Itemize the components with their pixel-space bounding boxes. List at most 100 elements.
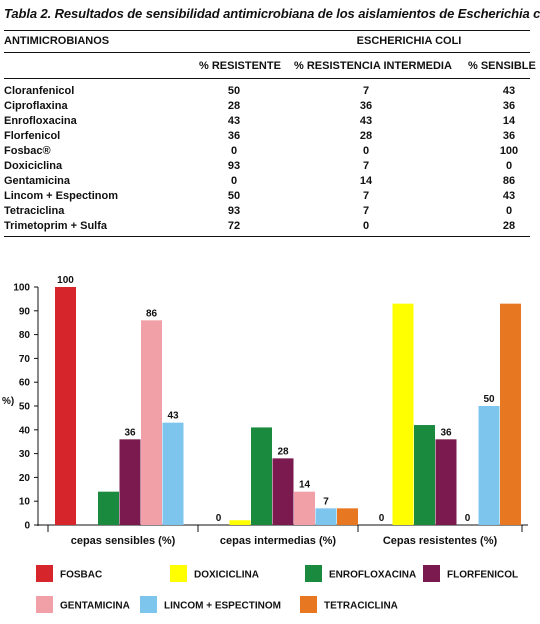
table-title: Tabla 2. Resultados de sensibilidad anti…: [4, 6, 540, 21]
legend-label: FOSBAC: [60, 570, 102, 581]
legend-swatch: [423, 565, 440, 582]
table-row: Tetraciclina 93 7 0: [4, 204, 530, 219]
cell-resistente: 50: [227, 85, 241, 97]
x-category-label: Cepas resistentes (%): [383, 535, 498, 547]
cell-resistente: 93: [227, 205, 241, 217]
cell-resistente: 43: [227, 115, 241, 127]
bar-gentamicina: [294, 491, 315, 525]
y-tick-label: 80: [19, 330, 31, 341]
data-label: 50: [483, 394, 495, 405]
table-top-rule: [4, 30, 530, 31]
y-tick-label: 0: [24, 521, 30, 532]
legend-label: FLORFENICOL: [447, 570, 518, 581]
legend-swatch: [140, 596, 157, 613]
cell-antimicrobiano: Cloranfenicol: [4, 85, 75, 97]
cell-sensible: 36: [502, 100, 516, 112]
header-antimicrobianos: ANTIMICROBIANOS: [4, 35, 110, 47]
cell-antimicrobiano: Ciproflaxina: [4, 100, 68, 112]
table-row: Ciproflaxina 28 36 36: [4, 99, 530, 114]
cell-intermedia: 14: [359, 175, 373, 187]
data-label: 0: [465, 513, 471, 524]
table-row: Enrofloxacina 43 43 14: [4, 114, 530, 129]
y-tick-label: 70: [19, 354, 31, 365]
bar-lincom-espectinom: [315, 508, 337, 525]
column-header-intermedia: % RESISTENCIA INTERMEDIA: [294, 60, 452, 72]
cell-sensible: 0: [505, 160, 513, 172]
cell-sensible: 0: [505, 205, 513, 217]
cell-antimicrobiano: Lincom + Espectinom: [4, 190, 118, 202]
legend-swatch: [170, 565, 187, 582]
table-column-headers: % RESISTENTE % RESISTENCIA INTERMEDIA % …: [4, 60, 536, 76]
cell-intermedia: 0: [362, 145, 370, 157]
cell-antimicrobiano: Doxiciclina: [4, 160, 63, 172]
bar-lincom-espectinom: [478, 406, 500, 525]
cell-sensible: 14: [502, 115, 516, 127]
bar-gentamicina: [141, 320, 162, 525]
cell-sensible: 28: [502, 220, 516, 232]
data-label: 43: [167, 411, 179, 422]
cell-resistente: 93: [227, 160, 241, 172]
bar-florfenicol: [272, 458, 294, 525]
legend-label: LINCOM + ESPECTINOM: [164, 601, 281, 612]
bar-doxiciclina: [229, 520, 251, 525]
cell-antimicrobiano: Fosbac®: [4, 145, 51, 157]
y-tick-label: 10: [19, 497, 31, 508]
cell-intermedia: 7: [362, 205, 370, 217]
table-row: Gentamicina 0 14 86: [4, 174, 530, 189]
cell-intermedia: 36: [359, 100, 373, 112]
bar-tetraciclina: [500, 303, 521, 525]
cell-resistente: 0: [230, 145, 238, 157]
cell-sensible: 43: [502, 190, 516, 202]
table-header-group: ANTIMICROBIANOS ESCHERICHIA COLI: [4, 35, 530, 51]
table-row: Trimetoprim + Sulfa 72 0 28: [4, 219, 530, 234]
cell-resistente: 50: [227, 190, 241, 202]
table-row: Fosbac® 0 0 100: [4, 144, 530, 159]
legend-label: DOXICICLINA: [194, 570, 259, 581]
data-label: 7: [323, 496, 329, 507]
y-axis-label: %): [2, 396, 14, 407]
table-row: Lincom + Espectinom 50 7 43: [4, 189, 530, 204]
table-row: Florfenicol 36 28 36: [4, 129, 530, 144]
legend-swatch: [36, 596, 53, 613]
data-label: 28: [277, 446, 289, 457]
legend-swatch: [305, 565, 322, 582]
bar-doxiciclina: [392, 303, 414, 525]
y-tick-label: 40: [19, 425, 31, 436]
legend-label: ENROFLOXACINA: [329, 570, 416, 581]
table-row: Cloranfenicol 50 7 43: [4, 84, 530, 99]
legend-label: TETRACICLINA: [324, 601, 398, 612]
y-tick-label: 50: [19, 402, 31, 413]
legend-swatch: [36, 565, 53, 582]
cell-intermedia: 43: [359, 115, 373, 127]
cell-resistente: 0: [230, 175, 238, 187]
table-header-rule: [4, 78, 530, 79]
table-body: Cloranfenicol 50 7 43 Ciproflaxina 28 36…: [4, 84, 530, 234]
bar-florfenicol: [435, 439, 457, 525]
data-label: 36: [124, 427, 136, 438]
cell-sensible: 43: [502, 85, 516, 97]
cell-resistente: 36: [227, 130, 241, 142]
cell-sensible: 86: [502, 175, 516, 187]
x-category-label: cepas intermedias (%): [220, 535, 336, 547]
cell-intermedia: 0: [362, 220, 370, 232]
cell-antimicrobiano: Gentamicina: [4, 175, 71, 187]
y-tick-label: 60: [19, 378, 31, 389]
column-header-sensible: % SENSIBLE: [468, 60, 536, 72]
cell-antimicrobiano: Enrofloxacina: [4, 115, 77, 127]
y-tick-label: 20: [19, 473, 31, 484]
cell-intermedia: 7: [362, 160, 370, 172]
cell-sensible: 36: [502, 130, 516, 142]
cell-sensible: 100: [499, 145, 519, 157]
header-escherichia-coli: ESCHERICHIA COLI: [356, 35, 462, 47]
data-label: 86: [146, 308, 158, 319]
bar-fosbac: [55, 287, 76, 525]
table-bottom-rule: [4, 236, 530, 237]
bar-tetraciclina: [337, 508, 358, 525]
y-tick-label: 30: [19, 449, 31, 460]
cell-antimicrobiano: Trimetoprim + Sulfa: [4, 220, 107, 232]
bar-florfenicol: [119, 439, 141, 525]
legend-label: GENTAMICINA: [60, 601, 130, 612]
cell-resistente: 72: [227, 220, 241, 232]
